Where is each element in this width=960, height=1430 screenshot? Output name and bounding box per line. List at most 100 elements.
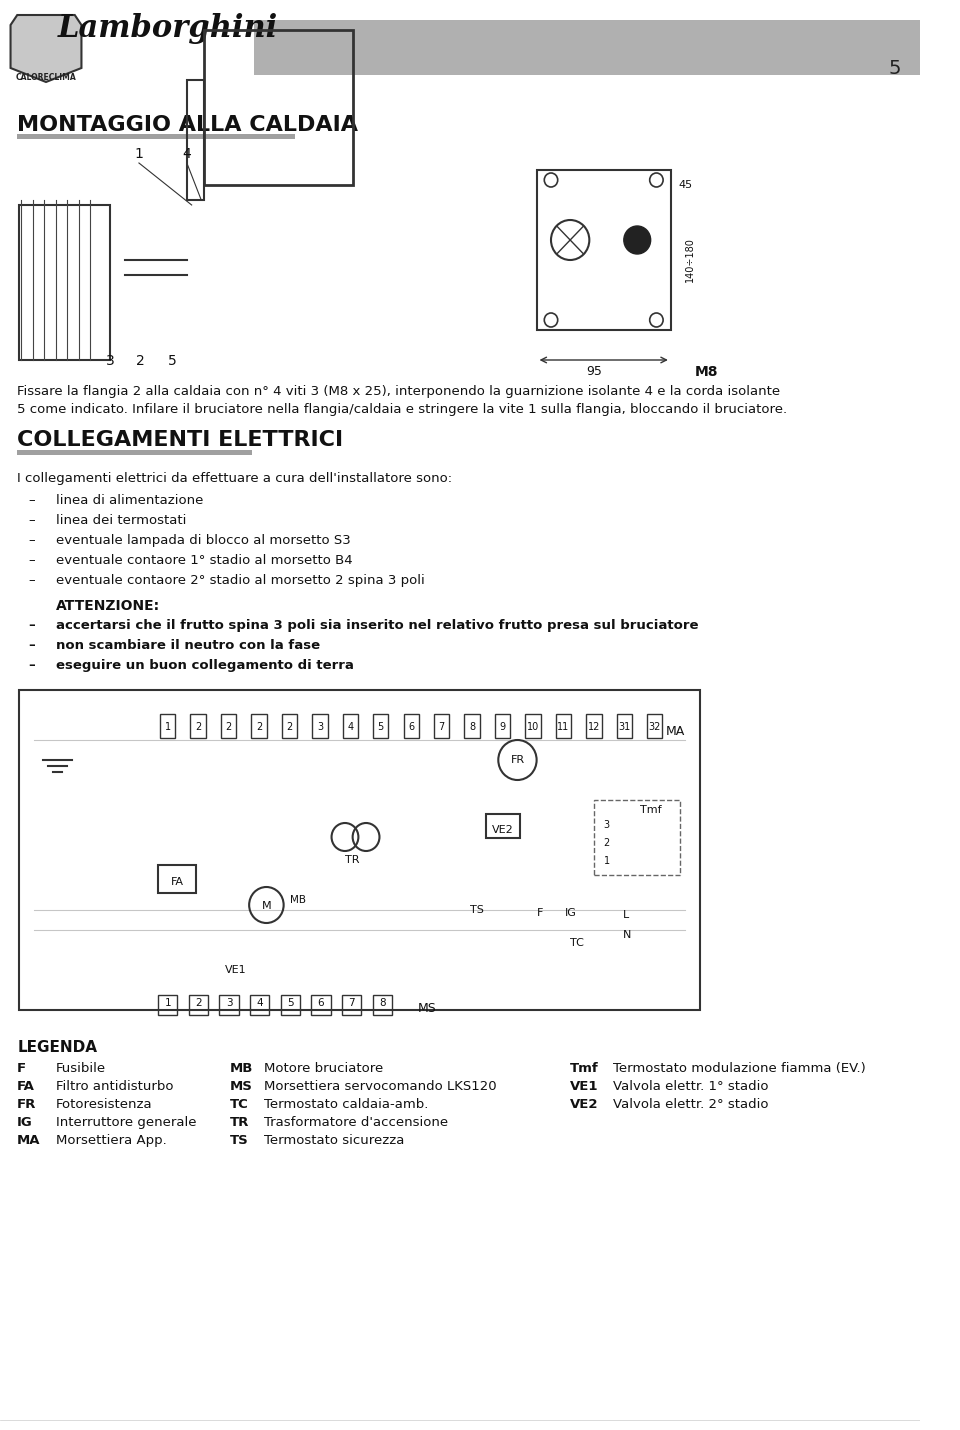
Bar <box>204 30 352 184</box>
Text: Tmf: Tmf <box>639 805 661 815</box>
Text: 3: 3 <box>604 819 610 829</box>
Text: 5: 5 <box>287 998 294 1008</box>
Text: linea dei termostati: linea dei termostati <box>56 513 186 528</box>
Text: accertarsi che il frutto spina 3 poli sia inserito nel relativo frutto presa sul: accertarsi che il frutto spina 3 poli si… <box>56 619 698 632</box>
Bar <box>252 714 267 738</box>
Text: FA: FA <box>17 1080 36 1093</box>
Text: 7: 7 <box>348 998 355 1008</box>
Text: 2: 2 <box>256 722 262 732</box>
Text: –: – <box>29 619 36 632</box>
Text: 6: 6 <box>408 722 415 732</box>
Bar <box>17 134 295 139</box>
Text: I collegamenti elettrici da effettuare a cura dell'installatore sono:: I collegamenti elettrici da effettuare a… <box>17 472 452 485</box>
Text: eseguire un buon collegamento di terra: eseguire un buon collegamento di terra <box>56 659 353 672</box>
Text: FR: FR <box>511 755 524 765</box>
Bar <box>158 995 178 1015</box>
Text: IG: IG <box>17 1115 33 1130</box>
Text: ATTENZIONE:: ATTENZIONE: <box>56 599 159 613</box>
Text: –: – <box>29 573 36 586</box>
Text: TC: TC <box>570 938 584 948</box>
Text: Motore bruciatore: Motore bruciatore <box>264 1062 383 1075</box>
Bar <box>343 714 358 738</box>
Text: 1: 1 <box>164 722 171 732</box>
Text: eventuale contaore 1° stadio al morsetto B4: eventuale contaore 1° stadio al morsetto… <box>56 553 352 568</box>
Bar <box>342 995 361 1015</box>
Bar <box>282 714 297 738</box>
Text: FA: FA <box>171 877 183 887</box>
Text: M8: M8 <box>695 365 718 379</box>
Bar <box>616 714 632 738</box>
Polygon shape <box>11 14 82 82</box>
Text: MS: MS <box>418 1002 437 1015</box>
Bar <box>251 995 269 1015</box>
Text: Fusibile: Fusibile <box>56 1062 106 1075</box>
Text: F: F <box>537 908 543 918</box>
Bar <box>647 714 662 738</box>
Text: 9: 9 <box>499 722 506 732</box>
Text: 3: 3 <box>226 998 232 1008</box>
Text: VE2: VE2 <box>492 825 514 835</box>
Text: 10: 10 <box>527 722 540 732</box>
Text: 5 come indicato. Infilare il bruciatore nella flangia/caldaia e stringere la vit: 5 come indicato. Infilare il bruciatore … <box>17 403 787 416</box>
Bar <box>280 995 300 1015</box>
Text: 8: 8 <box>379 998 386 1008</box>
Text: MONTAGGIO ALLA CALDAIA: MONTAGGIO ALLA CALDAIA <box>17 114 358 134</box>
Text: –: – <box>29 659 36 672</box>
Text: Valvola elettr. 1° stadio: Valvola elettr. 1° stadio <box>613 1080 769 1093</box>
Text: 5: 5 <box>888 59 900 77</box>
Bar <box>220 995 239 1015</box>
Bar <box>587 714 602 738</box>
Text: Termostato sicurezza: Termostato sicurezza <box>264 1134 404 1147</box>
Text: VE2: VE2 <box>570 1098 599 1111</box>
Text: 1: 1 <box>134 147 143 162</box>
Bar <box>158 865 197 892</box>
Text: MA: MA <box>17 1134 40 1147</box>
Text: TR: TR <box>230 1115 250 1130</box>
Text: TS: TS <box>230 1134 249 1147</box>
Text: 32: 32 <box>649 722 660 732</box>
Text: 31: 31 <box>618 722 631 732</box>
Text: Lamborghini: Lamborghini <box>58 13 277 43</box>
Text: linea di alimentazione: linea di alimentazione <box>56 493 203 508</box>
Text: 4: 4 <box>348 722 353 732</box>
Text: MA: MA <box>666 725 685 738</box>
Text: Valvola elettr. 2° stadio: Valvola elettr. 2° stadio <box>613 1098 769 1111</box>
Text: CALORECLIMA: CALORECLIMA <box>15 73 77 82</box>
Text: –: – <box>29 513 36 528</box>
Bar <box>525 714 540 738</box>
Text: 6: 6 <box>318 998 324 1008</box>
Text: Termostato caldaia-amb.: Termostato caldaia-amb. <box>264 1098 428 1111</box>
Text: MS: MS <box>230 1080 252 1093</box>
Bar <box>19 204 110 360</box>
Text: 2: 2 <box>286 722 293 732</box>
Bar <box>221 714 236 738</box>
Bar <box>556 714 571 738</box>
Text: 3: 3 <box>106 355 114 368</box>
Text: 95: 95 <box>587 365 602 378</box>
Text: 4: 4 <box>256 998 263 1008</box>
Text: –: – <box>29 639 36 652</box>
Text: 1: 1 <box>604 857 610 867</box>
Text: 2: 2 <box>226 722 231 732</box>
Text: COLLEGAMENTI ELETTRICI: COLLEGAMENTI ELETTRICI <box>17 430 344 450</box>
Text: non scambiare il neutro con la fase: non scambiare il neutro con la fase <box>56 639 320 652</box>
Text: 2: 2 <box>136 355 145 368</box>
Text: Termostato modulazione fiamma (EV.): Termostato modulazione fiamma (EV.) <box>613 1062 866 1075</box>
Text: 45: 45 <box>679 180 692 190</box>
Text: Interruttore generale: Interruttore generale <box>56 1115 196 1130</box>
Text: Filtro antidisturbo: Filtro antidisturbo <box>56 1080 173 1093</box>
Text: –: – <box>29 493 36 508</box>
Text: 1: 1 <box>164 998 171 1008</box>
Text: LEGENDA: LEGENDA <box>17 1040 97 1055</box>
Text: 3: 3 <box>317 722 323 732</box>
Text: 2: 2 <box>195 722 202 732</box>
Text: Morsettiera App.: Morsettiera App. <box>56 1134 166 1147</box>
Text: 2: 2 <box>195 998 202 1008</box>
Bar <box>254 20 920 74</box>
Text: Trasformatore d'accensione: Trasformatore d'accensione <box>264 1115 447 1130</box>
Text: eventuale lampada di blocco al morsetto S3: eventuale lampada di blocco al morsetto … <box>56 533 350 548</box>
Bar <box>372 995 392 1015</box>
Text: MB: MB <box>290 895 306 905</box>
Text: MB: MB <box>230 1062 253 1075</box>
Bar <box>486 814 520 838</box>
